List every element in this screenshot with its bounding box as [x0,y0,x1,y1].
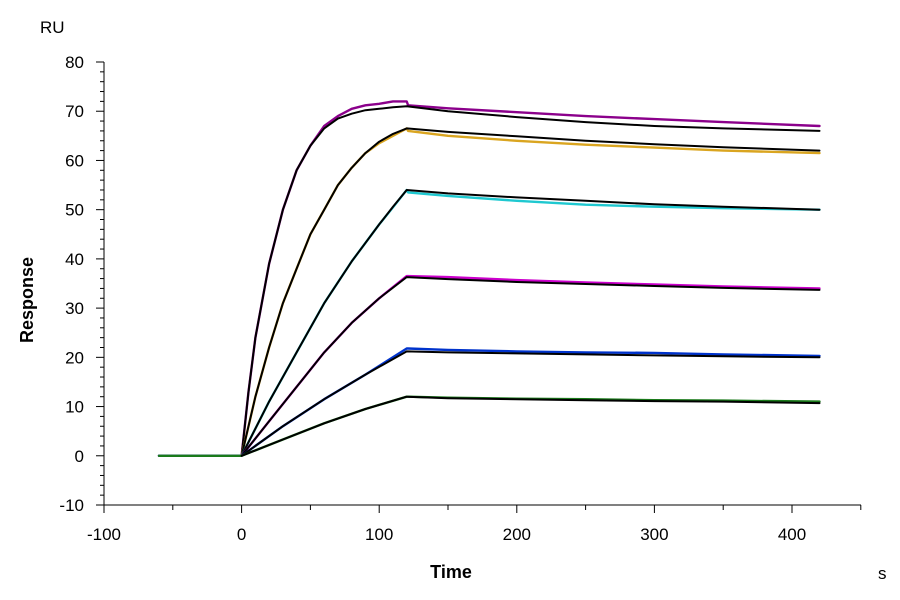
measured-curve [157,395,821,457]
fit-curve [240,350,821,457]
x-tick-label: 400 [778,525,806,544]
x-tick-label: 300 [640,525,668,544]
x-unit-label: s [878,564,887,583]
y-tick-label: 40 [65,250,84,269]
measured-curve [157,127,821,457]
x-axis-title: Time [430,562,472,582]
x-tick-label: 0 [237,525,246,544]
y-tick-label: 70 [65,102,84,121]
x-axis: -100 0 100 200 300 400 [87,504,862,544]
series-layer [157,100,821,457]
y-tick-label: 0 [75,447,84,466]
x-tick-label: -100 [87,525,121,544]
fit-curve [240,189,821,457]
y-axis-title: Response [17,257,37,343]
x-ticks: -100 0 100 200 300 400 [87,505,862,544]
fit-curve [240,127,821,457]
y-unit-label: RU [40,18,65,37]
y-tick-label: 30 [65,299,84,318]
y-tick-label: 20 [65,348,84,367]
y-ticks: -10 0 10 20 30 40 50 60 70 80 [59,53,104,515]
y-tick-label: 60 [65,151,84,170]
fit-curve [240,395,821,457]
x-tick-label: 100 [365,525,393,544]
y-tick-label: -10 [59,496,84,515]
y-axis: -10 0 10 20 30 40 50 60 70 80 [59,53,105,515]
y-tick-label: 10 [65,398,84,417]
y-tick-label: 80 [65,53,84,72]
x-tick-label: 200 [503,525,531,544]
y-tick-label: 50 [65,201,84,220]
fit-curve [240,105,821,457]
measured-curve [157,274,821,457]
fit-curve [240,276,821,457]
